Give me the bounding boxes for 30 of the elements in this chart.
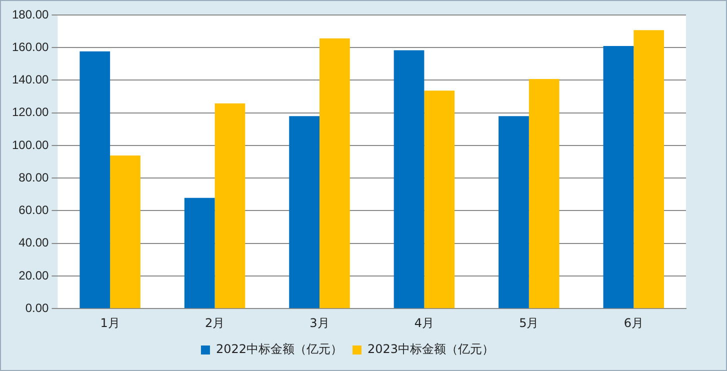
x-tick-label: 5月 [519,316,539,330]
bar [214,103,246,308]
y-tick-label: 140.00 [12,72,50,87]
x-tick-label: 1月 [100,316,120,330]
y-tick-label: 100.00 [12,138,50,152]
bar [319,38,350,308]
bar [394,50,424,308]
bar [80,51,110,308]
y-tick-label: 0.00 [25,300,50,315]
legend-label: 2022中标金额（亿元） [216,342,343,356]
y-tick-label: 80.00 [18,170,50,184]
bar [498,116,529,308]
bar [289,116,320,308]
y-tick-label: 120.00 [12,105,50,120]
x-tick-label: 2月 [204,316,225,330]
x-tick-label: 4月 [414,316,434,330]
bar [603,46,634,308]
bar [528,78,560,308]
y-tick-label: 180.00 [12,7,50,22]
bar [424,90,455,308]
bar [110,155,140,308]
y-tick-label: 60.00 [18,203,50,218]
legend-label: 2023中标金额（亿元） [368,342,494,356]
bar [634,30,664,308]
y-tick-label: 160.00 [12,40,50,54]
y-tick-label: 40.00 [18,236,50,250]
y-tick-label: 20.00 [18,268,50,282]
x-tick-label: 6月 [624,316,644,330]
x-tick-label: 3月 [310,316,330,330]
bar [184,198,215,308]
